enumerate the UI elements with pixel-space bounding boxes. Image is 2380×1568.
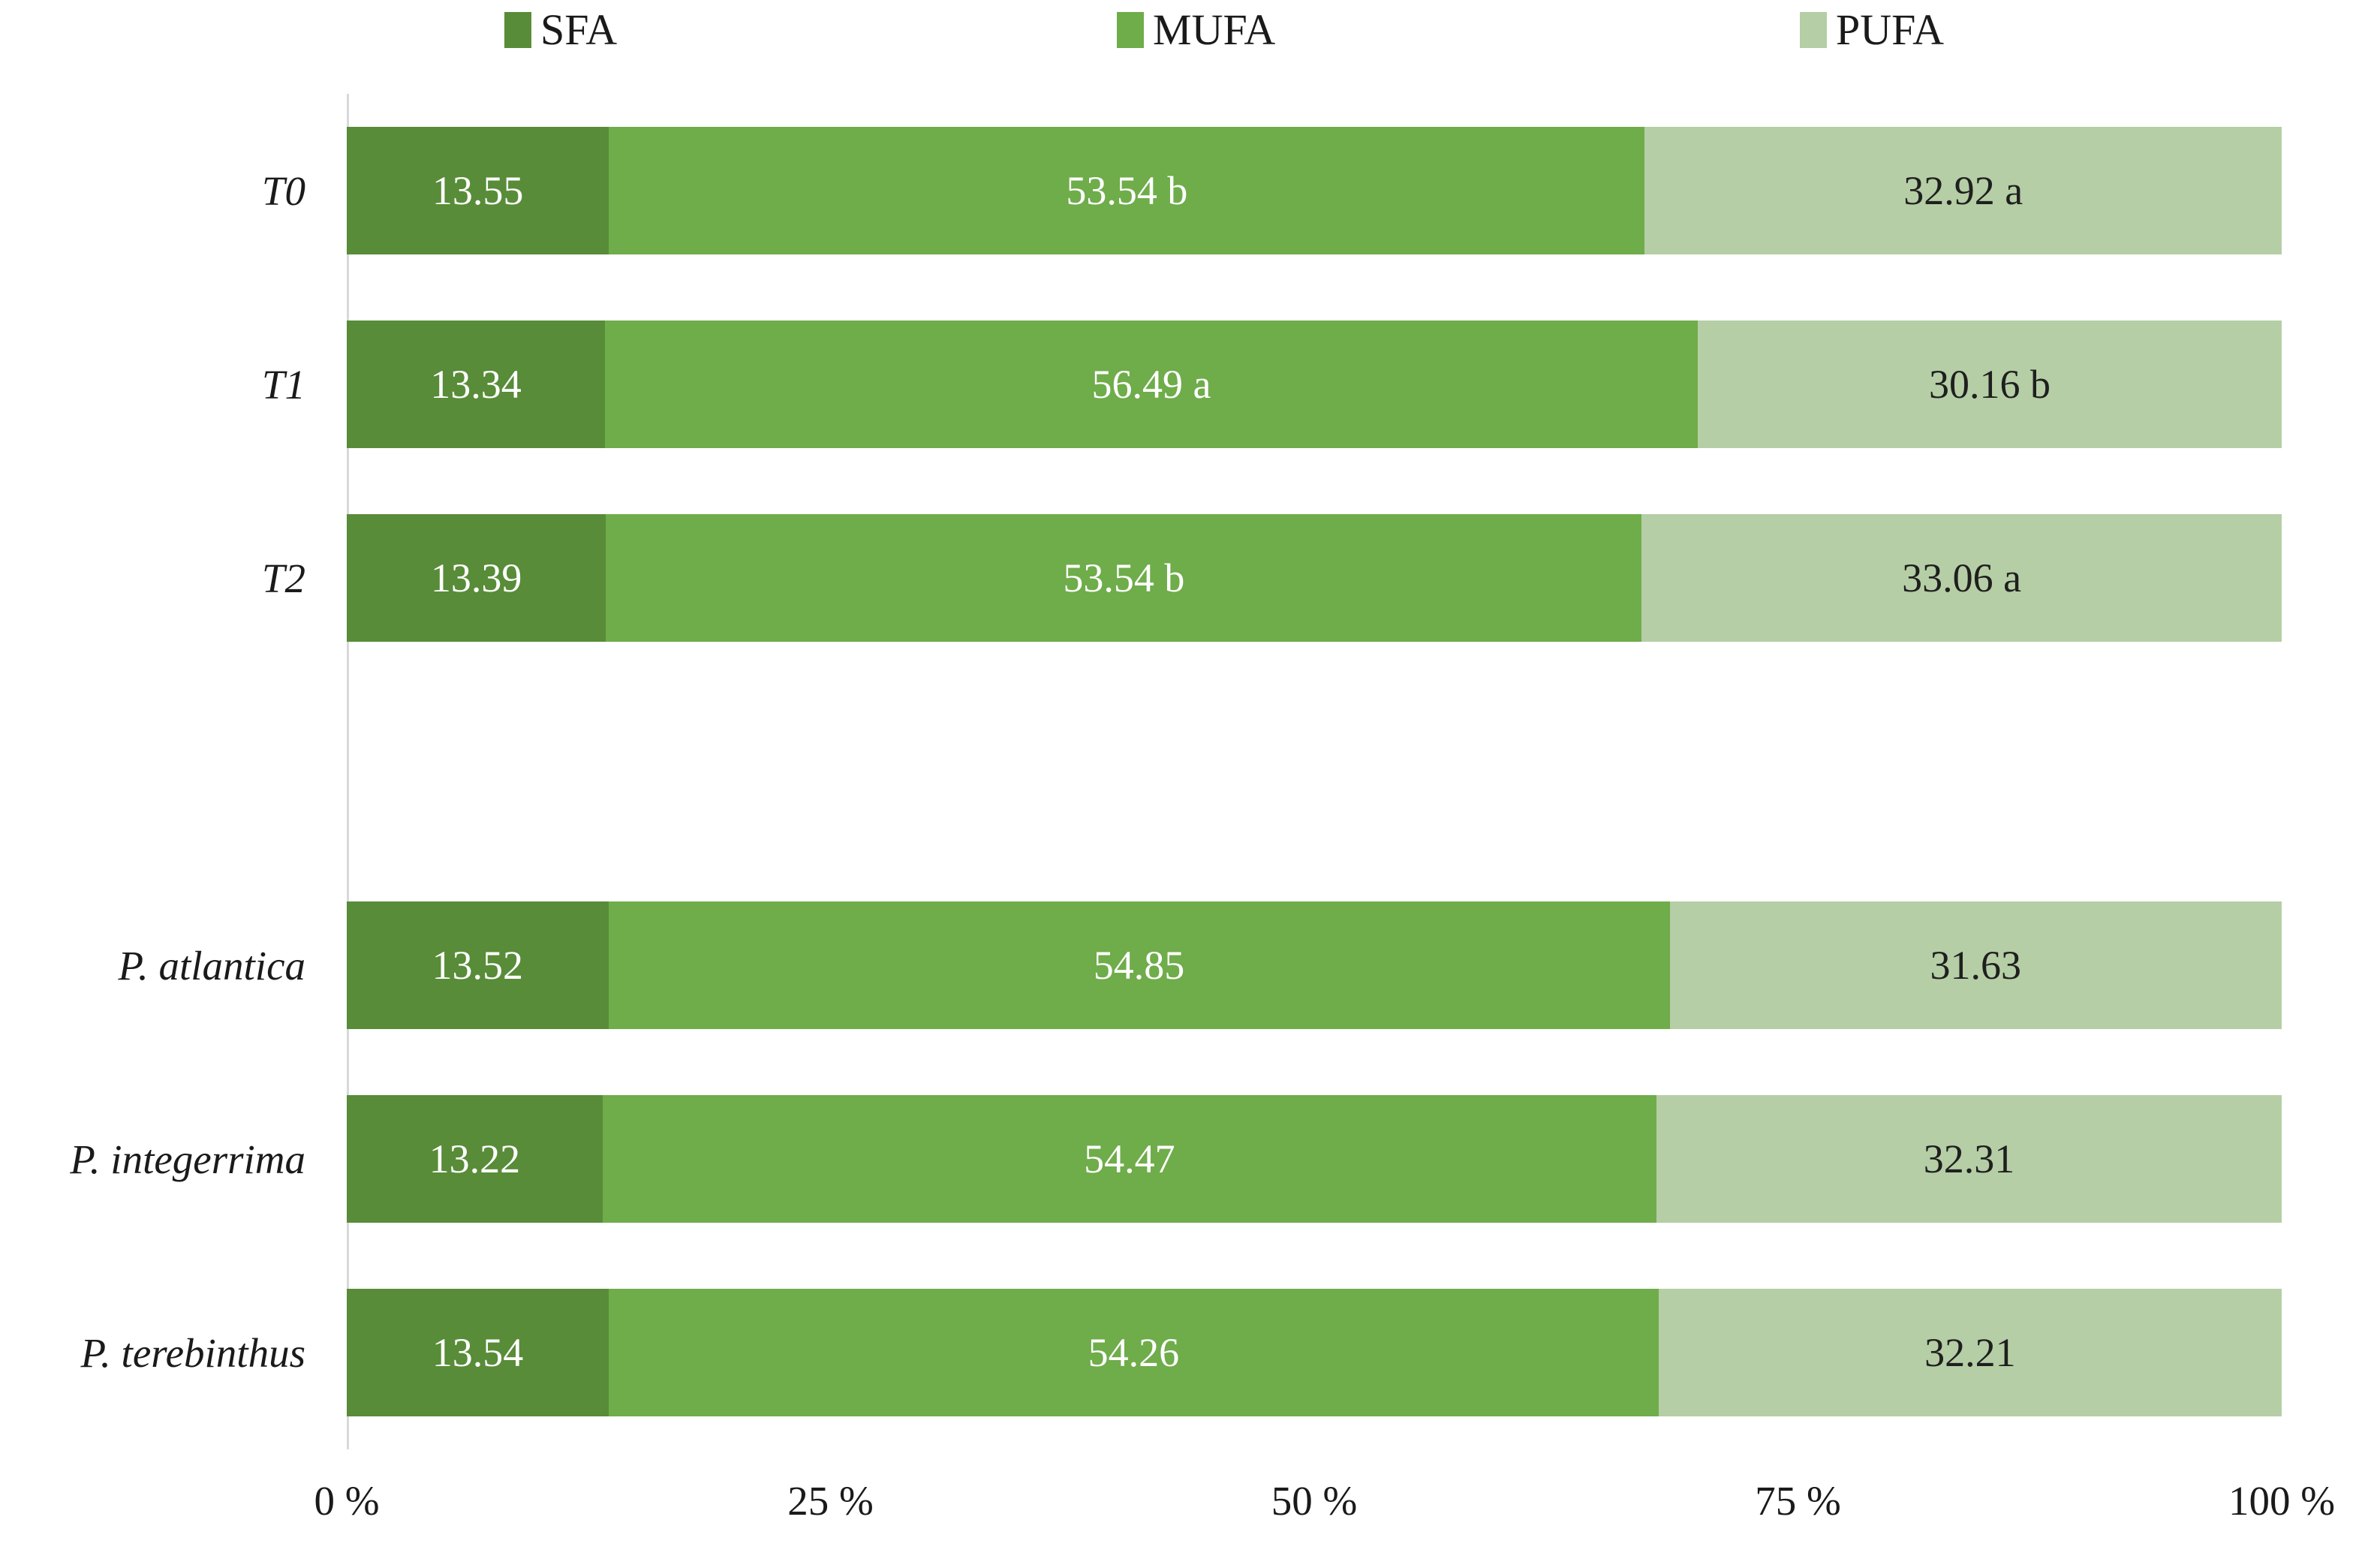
- bar-segment-mufa: 54.85: [608, 901, 1670, 1029]
- bar-segment-pufa: 30.16 b: [1698, 321, 2282, 448]
- data-label-mufa: 53.54 b: [1063, 555, 1185, 600]
- bar-segment-sfa: 13.52: [347, 901, 609, 1029]
- bar-segment-sfa: 13.54: [347, 1289, 609, 1416]
- bar-segment-sfa: 13.39: [347, 514, 606, 642]
- bar-segment-mufa: 56.49 a: [604, 321, 1698, 448]
- bar-segment-pufa: 33.06 a: [1641, 514, 2282, 642]
- legend-swatch-sfa-icon: [504, 12, 531, 48]
- x-axis: 0 % 25 % 50 % 75 % 100 %: [314, 1477, 2335, 1537]
- data-label-mufa: 56.49 a: [1091, 362, 1211, 407]
- bar-segment-pufa: 32.92 a: [1644, 127, 2282, 254]
- stacked-bar: 13.22 54.47 32.31: [347, 1095, 2282, 1223]
- data-label-pufa: 33.06 a: [1902, 555, 2022, 600]
- bar-row-t2: T2 13.39 53.54 b 33.06 a: [0, 481, 2380, 675]
- legend-item-mufa: MUFA: [1117, 6, 1275, 54]
- category-label: P. terebinthus: [80, 1329, 305, 1376]
- bar-segment-pufa: 31.63: [1669, 901, 2282, 1029]
- data-label-sfa: 13.34: [430, 362, 522, 407]
- x-tick-25: 25 %: [787, 1478, 874, 1524]
- legend-label-sfa: SFA: [540, 5, 618, 54]
- data-label-mufa: 54.47: [1084, 1136, 1175, 1181]
- bar-segment-pufa: 32.31: [1656, 1095, 2282, 1223]
- legend-swatch-mufa-icon: [1117, 12, 1144, 48]
- bar-segment-mufa: 53.54 b: [609, 127, 1645, 254]
- data-label-mufa: 54.26: [1088, 1330, 1180, 1375]
- legend-item-pufa: PUFA: [1800, 6, 1944, 54]
- stacked-bar: 13.55 53.54 b 32.92 a: [347, 127, 2282, 254]
- data-label-sfa: 13.55: [432, 168, 524, 213]
- data-label-pufa: 32.21: [1924, 1330, 2016, 1375]
- data-label-mufa: 54.85: [1093, 943, 1185, 988]
- category-label: T1: [261, 361, 305, 408]
- data-label-sfa: 13.39: [430, 555, 522, 600]
- group-gap-spacer: [0, 675, 2380, 868]
- stacked-bar: 13.54 54.26 32.21: [347, 1289, 2282, 1416]
- legend-swatch-pufa-icon: [1800, 12, 1827, 48]
- bar-segment-sfa: 13.22: [347, 1095, 603, 1223]
- data-label-sfa: 13.22: [429, 1136, 521, 1181]
- bar-row-t1: T1 13.34 56.49 a 30.16 b: [0, 287, 2380, 481]
- plot-area: T0 13.55 53.54 b 32.92 a T1 13.34: [0, 94, 2380, 1449]
- data-label-sfa: 13.54: [432, 1330, 524, 1375]
- stacked-bar: 13.52 54.85 31.63: [347, 901, 2282, 1029]
- data-label-pufa: 31.63: [1930, 943, 2022, 988]
- legend-item-sfa: SFA: [504, 6, 617, 54]
- y-axis-line: [347, 94, 349, 1449]
- legend-label-mufa: MUFA: [1153, 5, 1276, 54]
- bar-segment-mufa: 54.26: [609, 1289, 1659, 1416]
- category-label: P. integerrima: [70, 1136, 305, 1182]
- bar-segment-mufa: 53.54 b: [606, 514, 1642, 642]
- bar-segment-pufa: 32.21: [1658, 1289, 2282, 1416]
- x-tick-100: 100 %: [2228, 1478, 2336, 1524]
- bar-segment-mufa: 54.47: [602, 1095, 1657, 1223]
- bar-row-p-terebinthus: P. terebinthus 13.54 54.26 32.21: [0, 1256, 2380, 1449]
- category-label: T2: [261, 555, 305, 601]
- x-tick-50: 50 %: [1271, 1478, 1358, 1524]
- data-label-sfa: 13.52: [432, 943, 524, 988]
- bar-row-p-atlantica: P. atlantica 13.52 54.85 31.63: [0, 868, 2380, 1062]
- x-tick-0: 0 %: [314, 1478, 380, 1524]
- bar-row-p-integerrima: P. integerrima 13.22 54.47 32.31: [0, 1062, 2380, 1256]
- bar-segment-sfa: 13.34: [347, 321, 605, 448]
- data-label-pufa: 30.16 b: [1928, 362, 2051, 407]
- bar-row-t0: T0 13.55 53.54 b 32.92 a: [0, 94, 2380, 287]
- legend-label-pufa: PUFA: [1836, 5, 1944, 54]
- bar-segment-sfa: 13.55: [347, 127, 609, 254]
- x-tick-75: 75 %: [1755, 1478, 1841, 1524]
- stacked-bar: 13.39 53.54 b 33.06 a: [347, 514, 2282, 642]
- data-label-mufa: 53.54 b: [1066, 168, 1188, 213]
- stacked-bar: 13.34 56.49 a 30.16 b: [347, 321, 2282, 448]
- data-label-pufa: 32.92 a: [1903, 168, 2023, 213]
- category-label: T0: [261, 167, 305, 214]
- data-label-pufa: 32.31: [1923, 1136, 2015, 1181]
- category-label: P. atlantica: [118, 942, 305, 989]
